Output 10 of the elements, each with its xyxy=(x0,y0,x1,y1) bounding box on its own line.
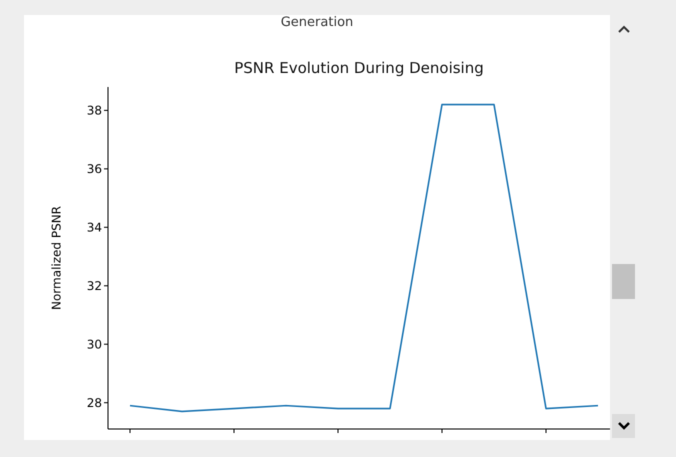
text: Generation xyxy=(280,15,354,30)
line-series xyxy=(129,104,599,412)
y-tick-label: 32 xyxy=(86,279,102,294)
y-axis-title: Normalized PSNR xyxy=(49,206,64,310)
y-tick-label: 30 xyxy=(86,337,102,352)
y-tick-label: 28 xyxy=(86,396,102,410)
chart-title: PSNR Evolution During Denoising xyxy=(233,59,485,77)
y-tick-label: 34 xyxy=(86,220,102,235)
y-tick-label: 36 xyxy=(86,162,102,176)
y-tick-label: 38 xyxy=(86,104,102,118)
